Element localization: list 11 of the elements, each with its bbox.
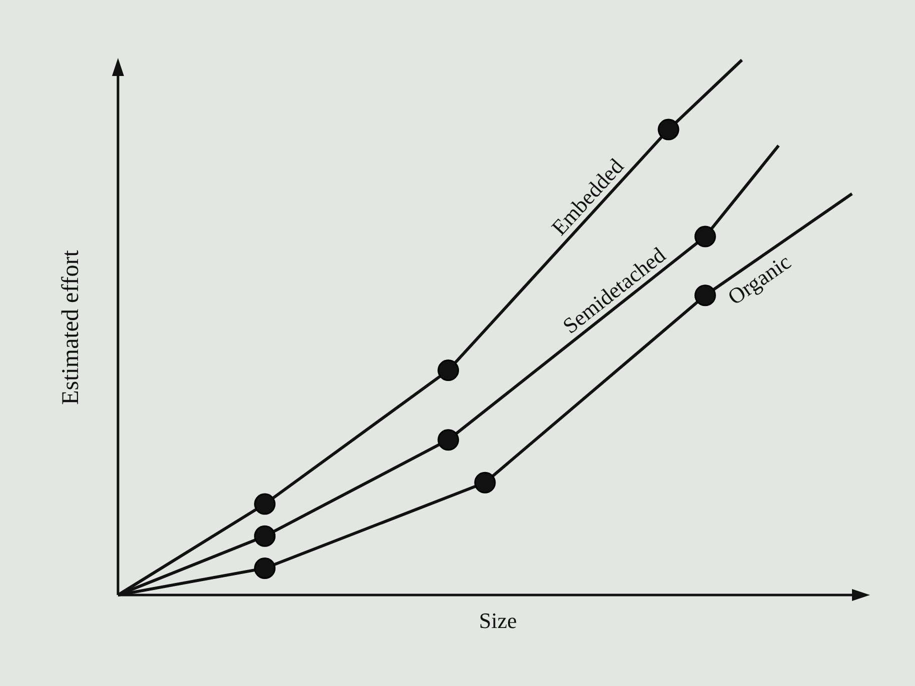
point [254,493,276,515]
point [438,360,460,382]
y-axis-title: Estimated effort [58,250,84,405]
point [254,525,276,547]
point [694,226,716,248]
x-axis-title: Size [479,608,517,633]
point [474,472,496,494]
point [438,429,460,451]
point [658,118,680,140]
point [254,558,276,579]
point [694,284,716,306]
